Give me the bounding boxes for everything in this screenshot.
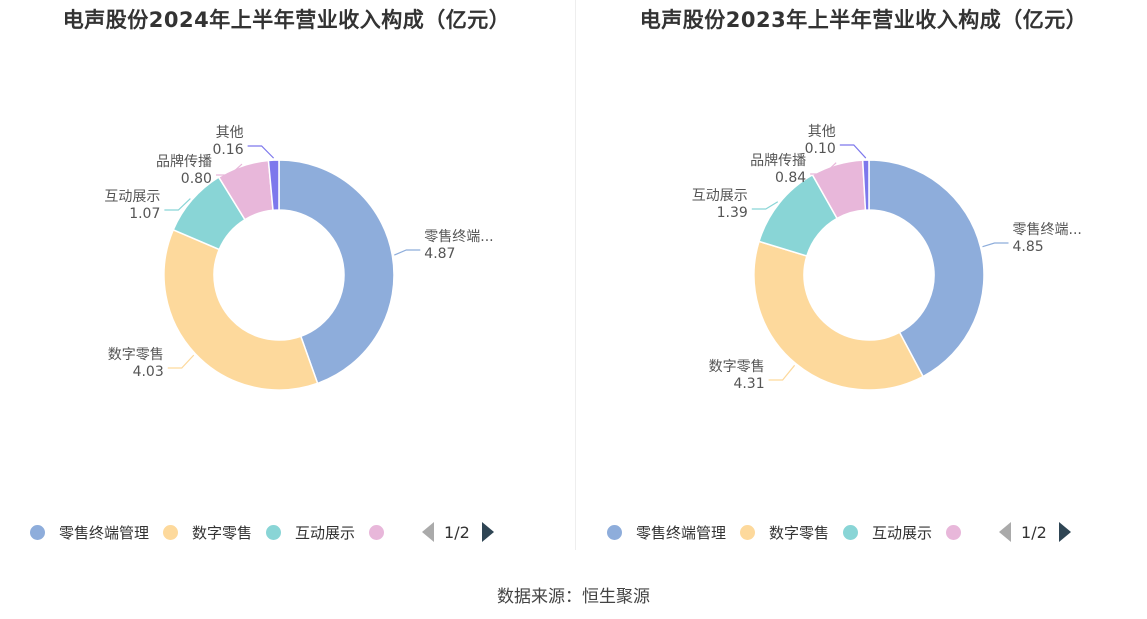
slice-retail-terminal[interactable]	[278, 159, 395, 385]
slice-retail-terminal[interactable]	[868, 159, 985, 378]
panel-divider	[575, 0, 576, 550]
label-line-brand-communication	[810, 162, 837, 175]
legend-prev-arrow-icon[interactable]	[422, 522, 435, 542]
legend-pager: 1/2	[422, 522, 494, 542]
legend-dot	[163, 524, 179, 540]
legend-item-interactive-display[interactable]: 互动展示	[843, 522, 932, 543]
label-line-digital-retail	[167, 354, 195, 369]
slice-label-retail-terminal: 零售终端...	[424, 229, 493, 245]
slice-label-digital-retail: 数字零售	[108, 347, 164, 363]
legend-label: 互动展示	[872, 523, 933, 542]
slice-value-retail-terminal: 4.85	[1013, 239, 1044, 255]
legend-dot	[607, 524, 622, 540]
label-line-interactive-display	[164, 198, 191, 211]
slice-label-retail-terminal: 零售终端...	[1013, 222, 1082, 238]
slice-digital-retail[interactable]	[753, 240, 925, 391]
legend-dot	[369, 524, 385, 540]
label-line-digital-retail	[768, 364, 796, 381]
legend: 零售终端管理 数字零售 互动展示 1/2	[607, 519, 1071, 545]
label-line-brand-communication	[215, 163, 243, 176]
legend-item-digital-retail[interactable]: 数字零售	[740, 522, 829, 543]
slice-value-interactive-display: 1.39	[717, 205, 748, 221]
legend-dot	[946, 524, 962, 540]
slice-digital-retail[interactable]	[163, 228, 319, 391]
legend-item-interactive-display[interactable]: 互动展示	[266, 522, 355, 543]
slice-label-other: 其他	[808, 124, 836, 140]
legend-item-brand-communication[interactable]	[946, 524, 975, 540]
legend-next-arrow-icon[interactable]	[481, 522, 494, 542]
label-line-interactive-display	[751, 201, 779, 210]
label-line-other	[247, 145, 275, 159]
data-source: 数据来源：恒生聚源	[497, 587, 650, 607]
legend-page-indicator: 1/2	[444, 522, 470, 542]
legend-dot	[30, 524, 45, 540]
legend-page-indicator: 1/2	[1021, 522, 1047, 542]
legend-label: 互动展示	[295, 523, 356, 542]
slice-value-interactive-display: 1.07	[129, 206, 160, 222]
slice-label-brand-communication: 品牌传播	[156, 153, 212, 170]
legend-label: 数字零售	[192, 523, 253, 542]
legend-dot	[843, 524, 859, 540]
legend-label: 零售终端管理	[59, 523, 150, 542]
legend-item-retail-terminal[interactable]: 零售终端管理	[607, 522, 726, 543]
slice-label-interactive-display: 互动展示	[692, 188, 748, 204]
legend-item-digital-retail[interactable]: 数字零售	[163, 522, 252, 543]
slice-other[interactable]	[267, 159, 280, 212]
chart-panel-2023: 电声股份2023年上半年营业收入构成（亿元） 零售终端... 4.85 数字零售 4.…	[577, 0, 1147, 560]
slice-value-brand-communication: 0.80	[181, 171, 212, 187]
legend-item-retail-terminal[interactable]: 零售终端管理	[30, 522, 149, 543]
slice-other[interactable]	[861, 159, 870, 211]
legend-dot	[740, 524, 756, 540]
legend-next-arrow-icon[interactable]	[1058, 522, 1071, 542]
slice-label-interactive-display: 互动展示	[104, 189, 160, 205]
legend: 零售终端管理 数字零售 互动展示 1/2	[30, 519, 494, 545]
slice-value-brand-communication: 0.84	[775, 170, 806, 186]
label-line-retail-terminal	[982, 242, 1009, 248]
legend-item-brand-communication[interactable]	[369, 524, 398, 540]
slice-value-retail-terminal: 4.87	[424, 246, 455, 262]
slice-label-digital-retail: 数字零售	[709, 359, 765, 375]
chart-title: 电声股份2024年上半年营业收入构成（亿元）	[62, 8, 511, 32]
slice-label-brand-communication: 品牌传播	[750, 152, 806, 169]
legend-dot	[266, 524, 282, 540]
slice-label-other: 其他	[216, 125, 244, 141]
legend-pager: 1/2	[999, 522, 1071, 542]
slice-value-digital-retail: 4.31	[733, 376, 764, 392]
legend-label: 零售终端管理	[636, 523, 727, 542]
slice-value-other: 0.10	[805, 141, 836, 157]
slice-value-digital-retail: 4.03	[133, 364, 164, 380]
chart-panel-2024: 电声股份2024年上半年营业收入构成（亿元） 零售终端... 4.87 数字零售 4.…	[0, 0, 573, 560]
label-line-other	[839, 144, 867, 159]
legend-label: 数字零售	[769, 523, 830, 542]
label-line-retail-terminal	[394, 249, 421, 256]
chart-title: 电声股份2023年上半年营业收入构成（亿元）	[639, 8, 1088, 32]
slice-value-other: 0.16	[212, 142, 243, 158]
legend-prev-arrow-icon[interactable]	[999, 522, 1012, 542]
